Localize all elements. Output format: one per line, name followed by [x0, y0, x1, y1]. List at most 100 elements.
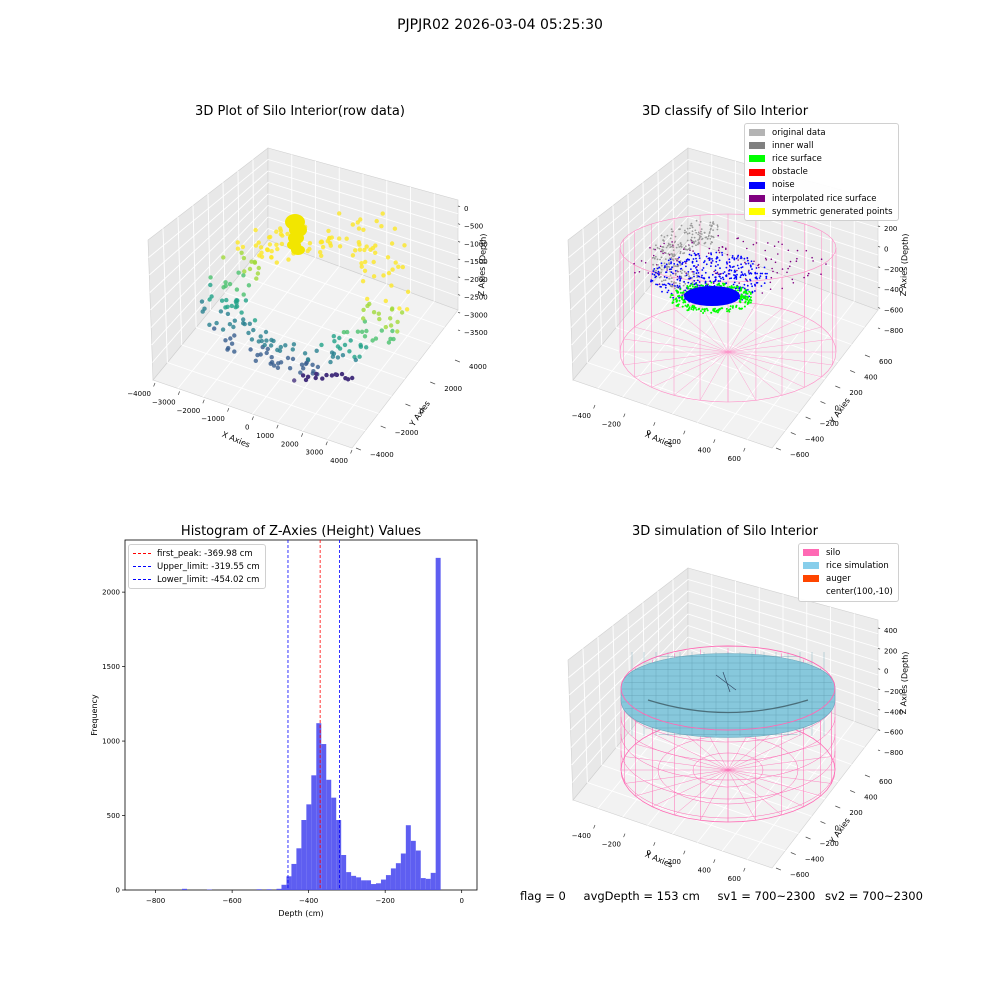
original-point [680, 272, 683, 274]
original-point [716, 226, 719, 228]
data-point [363, 259, 368, 265]
noise-point [710, 252, 712, 254]
original-point [656, 258, 659, 261]
noise-point [664, 286, 667, 289]
tick-mark [301, 433, 304, 437]
data-point [241, 317, 246, 322]
rice-surface-point [677, 303, 680, 306]
data-point [286, 257, 291, 262]
interpolated-point [721, 246, 724, 248]
data-point [253, 227, 258, 233]
original-point [664, 258, 667, 260]
rice-surface-point [682, 291, 685, 294]
data-point [361, 307, 366, 313]
interpolated-point [776, 272, 778, 274]
y-axis-label: Y Axies [827, 396, 852, 426]
noise-point [719, 273, 721, 276]
z-axis-label: Z Axies (Depth) [477, 233, 488, 296]
grid-line [267, 170, 459, 228]
noise-point [678, 277, 681, 279]
original-point [688, 244, 690, 247]
noise-point [733, 271, 736, 273]
data-point [379, 328, 384, 333]
data-point [335, 355, 341, 360]
data-point [271, 363, 277, 368]
rice-surface-point [695, 308, 698, 311]
original-point [693, 273, 695, 276]
data-point [314, 348, 319, 353]
noise-point [710, 265, 712, 267]
data-point [239, 250, 244, 255]
original-point [669, 274, 672, 276]
noise-point [672, 272, 674, 275]
interpolated-point [707, 283, 709, 286]
rice-surface-point [729, 308, 732, 311]
data-point [246, 283, 252, 288]
rice-surface-point [703, 308, 706, 311]
original-point [672, 230, 674, 233]
grid-line [224, 292, 419, 363]
interpolated-point [638, 271, 641, 273]
original-point [672, 259, 675, 262]
data-point [264, 350, 269, 356]
interpolated-point [787, 267, 789, 270]
silo-spoke [635, 743, 729, 771]
tick-mark [623, 413, 626, 418]
tick-mark [653, 422, 656, 426]
interpolated-point [718, 251, 721, 254]
noise-point [720, 277, 722, 280]
noise-point [676, 278, 679, 281]
noise-point [736, 264, 739, 267]
noise-point [676, 284, 679, 287]
rice-surface-point [739, 288, 742, 291]
tick-mark [457, 205, 461, 208]
x-tick-label: −600 [223, 897, 242, 905]
y-tick-label: 1000 [102, 738, 120, 746]
rice-surface-point [695, 283, 698, 286]
original-point [679, 250, 682, 253]
noise-point [740, 271, 743, 273]
histogram-bar [331, 797, 337, 890]
chart-raw-3d: −4000−3000−2000−100001000200030004000−40… [127, 147, 488, 465]
data-point [221, 255, 226, 260]
y-axis-label: Frequency [90, 694, 99, 736]
original-point [712, 221, 715, 223]
original-point [665, 246, 668, 249]
data-point [404, 307, 410, 312]
original-point [669, 243, 672, 246]
rice-surface-point [727, 309, 730, 312]
original-point [675, 272, 677, 275]
interpolated-point [807, 274, 809, 277]
original-point [653, 257, 656, 260]
noise-point [751, 268, 753, 270]
data-point [225, 311, 231, 317]
data-point [223, 338, 228, 343]
figure-title: PJPJR02 2026-03-04 05:25:30 [397, 17, 603, 33]
original-point [667, 265, 670, 268]
rice-surface-point [678, 294, 681, 297]
silo-spoke [652, 733, 729, 771]
data-point [374, 218, 379, 224]
interpolated-point [652, 254, 655, 257]
data-point [373, 250, 378, 255]
tick-mark [877, 709, 881, 711]
x-tick-label: 3000 [306, 449, 324, 457]
histogram-bar [286, 876, 292, 890]
grid-line [687, 602, 879, 662]
histogram-bar [306, 804, 312, 890]
interpolated-point [671, 241, 673, 243]
noise-point [705, 263, 708, 266]
rice-surface-point [681, 305, 684, 308]
rice-surface-point [702, 312, 705, 314]
noise-point [679, 279, 682, 281]
data-point [285, 231, 290, 237]
legend-label: silo [826, 547, 841, 558]
original-point [672, 246, 674, 249]
silo-top-rim [620, 645, 836, 731]
rice-surface-point [728, 310, 731, 313]
original-point [689, 224, 692, 227]
interpolated-point [807, 272, 810, 275]
noise-point [676, 263, 679, 266]
rice-surface-point [729, 305, 732, 308]
original-point [655, 244, 657, 247]
